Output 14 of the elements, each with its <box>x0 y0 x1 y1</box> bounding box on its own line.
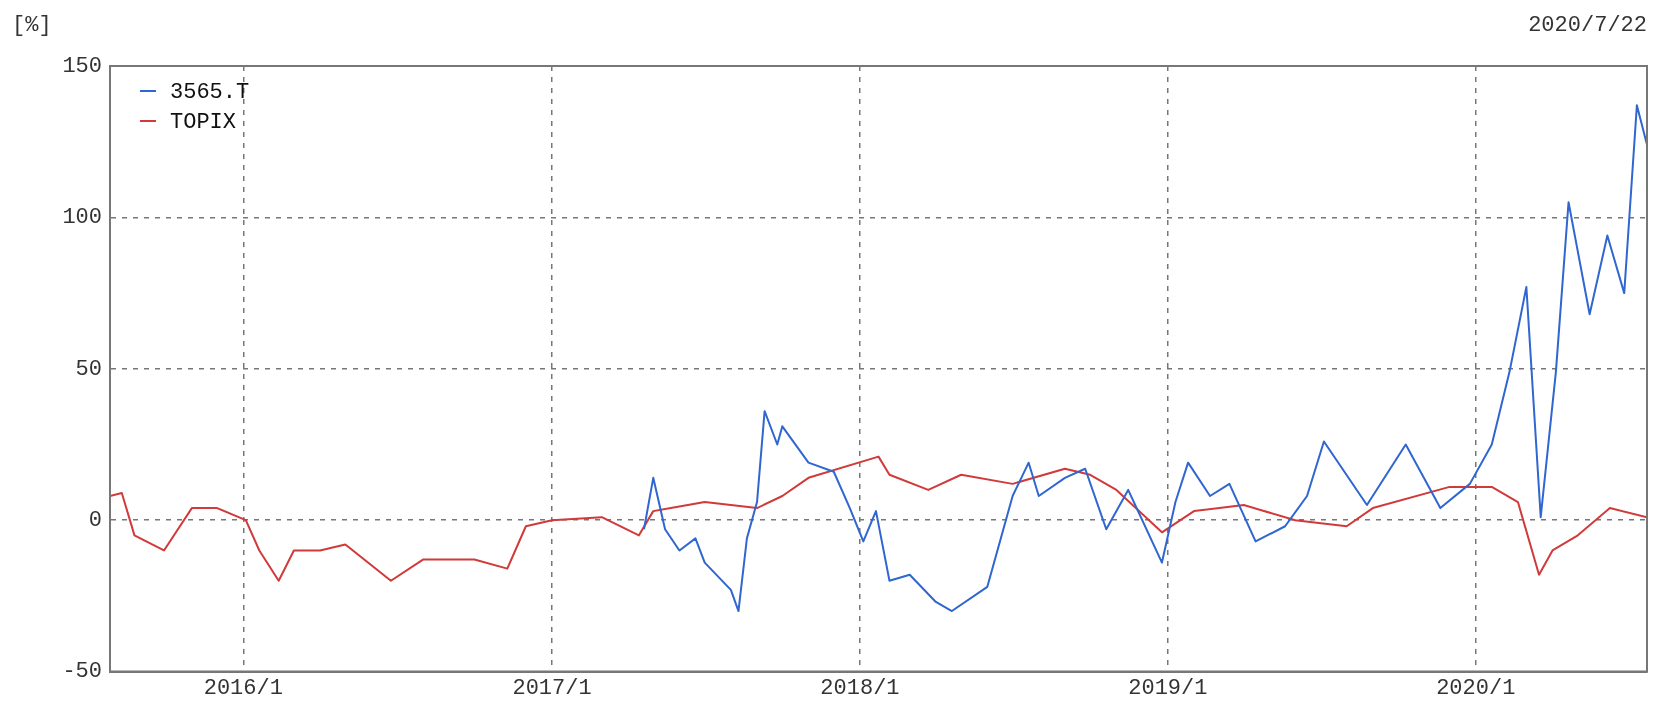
y-tick-label: 0 <box>88 508 102 534</box>
y-tick-label: 50 <box>75 356 102 382</box>
y-tick-label: 150 <box>62 53 102 79</box>
y-axis-title: [%] <box>12 12 52 38</box>
x-tick-label: 2016/1 <box>203 675 283 701</box>
x-tick-label: 2017/1 <box>512 675 592 701</box>
legend-label: TOPIX <box>170 109 237 135</box>
y-tick-label: -50 <box>62 659 102 685</box>
y-tick-label: 100 <box>62 205 102 231</box>
x-tick-label: 2018/1 <box>820 675 900 701</box>
legend-label: 3565.T <box>170 79 250 105</box>
x-tick-label: 2020/1 <box>1436 675 1516 701</box>
text: 2020/7/22 <box>1528 12 1647 38</box>
x-tick-label: 2019/1 <box>1128 675 1208 701</box>
